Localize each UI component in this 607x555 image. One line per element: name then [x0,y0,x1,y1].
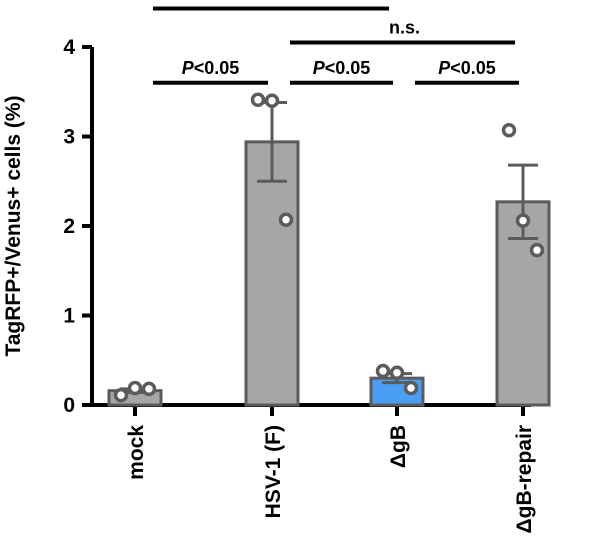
data-point [141,381,157,397]
data-point [264,93,280,108]
y-tick-label: 1 [63,305,75,328]
bars [107,140,551,407]
bar-2 [244,140,300,407]
data-point [515,213,531,228]
data-point [127,380,143,396]
y-tick-label: 0 [63,394,75,417]
y-tick-label: 4 [63,36,75,59]
data-point [250,92,266,108]
y-tick-label: 2 [63,215,75,238]
data-point [403,380,419,396]
significance-label: P<0.05 [313,58,371,78]
y-axis-label: TagRFP+/Venus+ cells (%) [2,95,25,356]
data-point [375,363,391,379]
x-category-label: ΔgB-repair [513,425,536,533]
error-bars [120,100,538,394]
x-category-label: mock [125,425,148,480]
y-tick-label: 3 [63,126,75,149]
data-point [389,365,405,381]
data-points [113,92,545,403]
data-point [278,212,294,227]
data-point [113,387,129,403]
significance-label: P<0.05 [438,58,496,78]
significance-annotations: P<0.05 P<0.05 P<0.05 n.s. n.s. [153,0,519,85]
x-category-label: ΔgB [387,425,410,468]
y-ticks: 0 1 2 3 4 [63,36,92,417]
significance-label: n.s. [257,0,288,4]
significance-label: n.s. [389,18,420,38]
category-labels: mock HSV-1 (F) ΔgB ΔgB-repair [125,425,536,534]
x-category-label: HSV-1 (F) [262,425,285,518]
significance-label: P<0.05 [182,58,240,78]
data-point [529,242,545,258]
data-point [501,122,517,138]
x-ticks [133,405,525,416]
